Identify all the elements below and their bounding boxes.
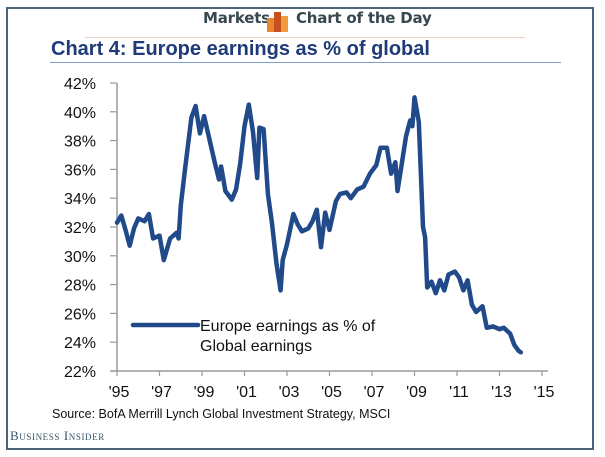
- x-axis-ticks: '95 '97 '99 '01 '03 '05 '07 '09 '11 '13 '15: [109, 371, 555, 401]
- legend: Europe earnings as % of Global earnings: [130, 318, 376, 355]
- header-feature-label: Chart of the Day: [296, 9, 432, 27]
- x-tick-label: '11: [449, 384, 469, 401]
- legend-label: Europe earnings as % of: [200, 318, 376, 335]
- y-tick-label: 26%: [64, 306, 96, 323]
- y-tick-label: 40%: [64, 105, 96, 122]
- chart-title: Chart 4: Europe earnings as % of global: [51, 38, 430, 60]
- x-tick-label: '05: [321, 384, 342, 401]
- series-layer: [114, 95, 524, 355]
- source-note: Source: BofA Merrill Lynch Global Invest…: [52, 407, 391, 421]
- y-tick-label: 22%: [64, 364, 96, 381]
- y-tick-label: 42%: [64, 76, 96, 93]
- title-underline: [50, 62, 561, 63]
- y-tick-label: 34%: [64, 191, 96, 208]
- y-tick-label: 28%: [64, 278, 96, 295]
- y-axis-ticks: 22% 24% 26% 28% 30% 32% 34% 36% 38% 40% 42%: [64, 76, 117, 381]
- x-tick-label: '97: [151, 384, 172, 401]
- y-tick-label: 38%: [64, 134, 96, 151]
- x-tick-label: '95: [109, 384, 130, 401]
- x-tick-label: '15: [534, 384, 555, 401]
- bar-chart-icon: [267, 12, 288, 32]
- x-tick-label: '03: [279, 384, 300, 401]
- x-tick-label: '07: [364, 384, 385, 401]
- header-divider: [85, 37, 525, 38]
- y-tick-label: 36%: [64, 162, 96, 179]
- y-tick-label: 30%: [64, 249, 96, 266]
- chart-frame: [6, 7, 594, 450]
- brand-logo: Business Insider: [10, 428, 105, 443]
- x-tick-label: '09: [406, 384, 427, 401]
- header-section-label: Markets: [203, 9, 270, 27]
- legend-label: Global earnings: [200, 338, 312, 355]
- x-tick-label: '01: [236, 384, 257, 401]
- x-tick-label: '99: [194, 384, 215, 401]
- y-tick-label: 32%: [64, 220, 96, 237]
- y-tick-label: 24%: [64, 335, 96, 352]
- x-tick-label: '13: [491, 384, 512, 401]
- series-line: [114, 95, 524, 355]
